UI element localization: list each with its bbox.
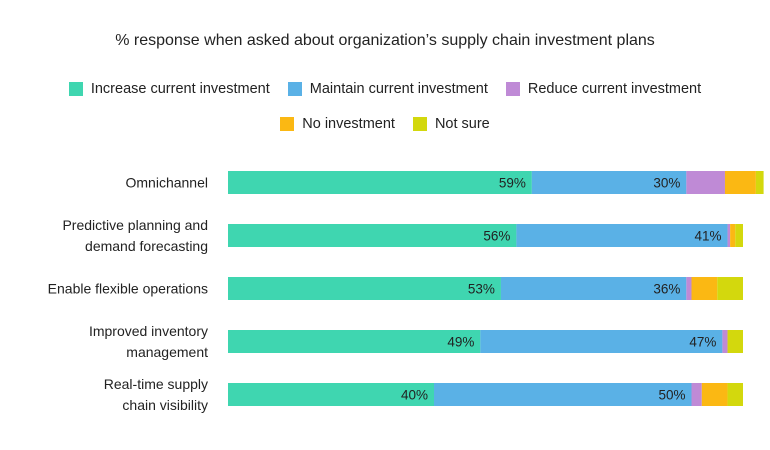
data-label-maintain-current-investment-1: 30% (653, 176, 680, 191)
legend-row-2: No investment Not sure (0, 116, 770, 132)
bar-segment-reduce-current-investment-5 (691, 383, 702, 406)
bar-segment-maintain-current-investment-3 (500, 277, 687, 300)
data-label-increase-current-investment-2: 56% (483, 229, 510, 244)
bar-segment-no-investment-2 (730, 224, 736, 247)
legend-swatch-not-sure (412, 117, 427, 131)
bar-segment-no-investment-1 (724, 171, 756, 194)
category-label-line: chain visibility (122, 397, 208, 413)
legend-swatch-maintain (287, 82, 302, 96)
legend-swatch-no-investment (280, 117, 295, 131)
bar-segment-reduce-current-investment-1 (686, 171, 725, 194)
bar-segment-no-investment-3 (691, 277, 718, 300)
category-label-improved-inventory-management: Improved inventory management (89, 323, 208, 360)
bar-segment-increase-current-investment-5 (228, 383, 434, 406)
category-label-line: management (126, 344, 208, 360)
data-label-maintain-current-investment-2: 41% (695, 229, 722, 244)
data-label-increase-current-investment-4: 49% (447, 335, 474, 350)
legend-item-reduce: Reduce current investment (505, 81, 702, 97)
legend-item-not-sure: Not sure (412, 116, 490, 132)
legend-item-increase: Increase current investment (68, 81, 270, 97)
category-label-line: Improved inventory (89, 323, 208, 339)
legend-swatch-reduce (505, 82, 520, 96)
category-label-line: Predictive planning and (62, 217, 208, 233)
legend-row-1: Increase current investment Maintain cur… (0, 81, 770, 97)
bar-segment-not-sure-5 (727, 383, 743, 406)
legend-label-not-sure: Not sure (434, 116, 490, 132)
bar-segment-reduce-current-investment-2 (727, 224, 731, 247)
bar-segment-increase-current-investment-1 (228, 171, 532, 194)
bar-segment-maintain-current-investment-2 (516, 224, 728, 247)
bar-segment-increase-current-investment-3 (228, 277, 501, 300)
legend-label-no-investment: No investment (302, 116, 395, 132)
legend-swatch-increase (68, 82, 83, 96)
data-label-maintain-current-investment-5: 50% (658, 388, 685, 403)
legend-label-maintain: Maintain current investment (309, 81, 488, 97)
category-label-enable-flexible-operations: Enable flexible operations (48, 281, 208, 297)
category-label-real-time-supply-chain-visibility: Real-time supply chain visibility (104, 376, 208, 413)
data-label-increase-current-investment-5: 40% (401, 388, 428, 403)
category-label-line: Real-time supply (104, 376, 208, 392)
data-label-maintain-current-investment-3: 36% (653, 282, 680, 297)
category-label-line: Enable flexible operations (48, 281, 208, 297)
data-label-maintain-current-investment-4: 47% (689, 335, 716, 350)
bar-segment-not-sure-1 (755, 171, 764, 194)
bar-segment-not-sure-4 (727, 330, 743, 353)
bar-segment-maintain-current-investment-5 (434, 383, 692, 406)
bar-segment-maintain-current-investment-1 (531, 171, 687, 194)
data-label-increase-current-investment-3: 53% (468, 282, 495, 297)
data-label-increase-current-investment-1: 59% (499, 176, 526, 191)
bar-segment-maintain-current-investment-4 (480, 330, 723, 353)
category-label-omnichannel: Omnichannel (126, 175, 209, 191)
category-label-line: Omnichannel (126, 175, 209, 191)
bar-segment-no-investment-5 (701, 383, 728, 406)
bar-segment-increase-current-investment-2 (228, 224, 517, 247)
bar-segment-not-sure-3 (717, 277, 743, 300)
legend-item-maintain: Maintain current investment (287, 81, 488, 97)
bar-segment-increase-current-investment-4 (228, 330, 481, 353)
legend-item-no-investment: No investment (280, 116, 395, 132)
bar-segment-reduce-current-investment-3 (686, 277, 692, 300)
legend-label-reduce: Reduce current investment (527, 81, 702, 97)
category-label-line: demand forecasting (85, 238, 208, 254)
chart-title: % response when asked about organization… (115, 32, 655, 49)
bar-segment-reduce-current-investment-4 (722, 330, 728, 353)
category-label-predictive-planning-and-demand-forecasting: Predictive planning and demand forecastin… (62, 217, 208, 254)
legend-label-increase: Increase current investment (90, 81, 270, 97)
bar-segment-not-sure-2 (735, 224, 743, 247)
